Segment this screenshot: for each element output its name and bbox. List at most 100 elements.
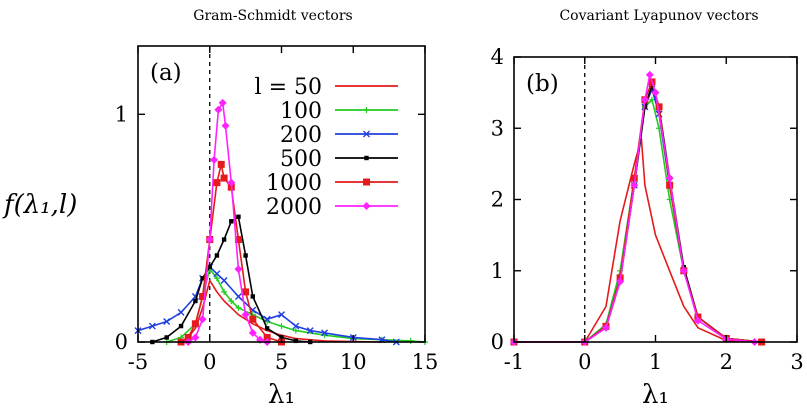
series-2000: [184, 98, 272, 346]
data-point: [221, 288, 228, 295]
y-tick-label: 0: [115, 330, 128, 354]
data-point: [243, 253, 248, 258]
x-axis-label: λ₁: [268, 380, 295, 410]
data-point: [292, 327, 299, 334]
data-point: [630, 181, 639, 190]
panel-a: Gram-Schmidt vectors-5 0 5 10 1501(a)λ₁f(λ₁,…: [2, 8, 438, 410]
panel-label: (b): [526, 71, 559, 97]
data-point: [263, 315, 271, 323]
y-tick-label: 4: [491, 45, 504, 69]
data-point: [213, 270, 221, 278]
legend-label: 2000: [266, 195, 322, 220]
data-point: [693, 316, 702, 325]
data-point: [362, 202, 371, 210]
series-50: [514, 138, 762, 343]
data-point: [198, 315, 207, 324]
data-point: [264, 326, 270, 331]
series-200: [510, 85, 766, 346]
data-point: [249, 315, 257, 323]
data-point: [642, 104, 648, 110]
data-point: [214, 253, 220, 258]
x-tick-label: 1: [649, 350, 662, 374]
y-tick-label: 1: [491, 259, 504, 283]
data-point: [363, 178, 370, 186]
data-point: [306, 327, 314, 335]
data-point: [248, 328, 257, 337]
data-point: [163, 318, 171, 326]
data-point: [236, 214, 241, 219]
x-tick-label: -5: [128, 350, 148, 374]
legend-label: l = 50: [255, 75, 322, 100]
data-point: [321, 329, 329, 337]
series-2000: [510, 70, 759, 346]
data-point: [234, 236, 242, 244]
series-line: [514, 138, 762, 343]
chart-title: Gram-Schmidt vectors: [193, 8, 352, 24]
data-point: [218, 98, 227, 107]
legend-label: 100: [280, 99, 322, 124]
data-point: [191, 333, 200, 342]
data-point: [148, 322, 156, 330]
data-point: [193, 298, 198, 304]
data-point: [292, 322, 300, 330]
data-point: [221, 121, 230, 130]
legend-label: 1000: [266, 171, 322, 196]
x-tick-label: 3: [790, 350, 803, 374]
y-tick-label: 2: [491, 188, 504, 212]
data-point: [199, 292, 207, 300]
chart-title: Covariant Lyapunov vectors: [559, 8, 758, 24]
y-axis-label: f(λ₁,l): [2, 190, 77, 220]
data-point: [184, 333, 192, 341]
data-point: [205, 235, 214, 244]
data-point: [228, 298, 235, 305]
data-point: [221, 237, 227, 242]
data-point: [649, 83, 655, 88]
series-line: [514, 99, 762, 343]
data-point: [220, 277, 228, 285]
data-point: [234, 292, 242, 300]
panel-label: (a): [150, 60, 182, 86]
data-point: [640, 95, 649, 104]
series-line: [514, 81, 762, 343]
series-group: [134, 98, 428, 346]
x-tick-label: -1: [504, 350, 524, 374]
data-point: [214, 105, 223, 114]
data-point: [191, 320, 199, 328]
data-point: [407, 337, 414, 344]
data-point: [293, 338, 299, 344]
x-tick-label: 5: [275, 350, 288, 374]
data-point: [200, 276, 205, 281]
data-point: [679, 266, 688, 275]
data-point: [213, 275, 220, 282]
x-tick-label: 2: [720, 350, 733, 374]
x-tick-label: 15: [412, 350, 439, 374]
data-point: [648, 96, 655, 103]
data-point: [655, 103, 663, 111]
data-point: [665, 174, 674, 183]
data-point: [220, 174, 228, 182]
data-point: [213, 179, 221, 187]
series-line: [514, 84, 762, 343]
series-line: [514, 88, 762, 343]
series-group: [510, 70, 766, 346]
series-line: [514, 74, 755, 343]
series-500: [150, 214, 313, 345]
data-point: [263, 333, 271, 341]
data-point: [242, 288, 250, 296]
data-point: [364, 155, 369, 161]
data-point: [651, 88, 660, 97]
data-point: [666, 181, 674, 189]
legend-label: 500: [280, 147, 322, 172]
data-point: [207, 264, 212, 270]
data-point: [363, 107, 370, 113]
data-point: [241, 310, 250, 319]
y-tick-label: 3: [491, 116, 504, 140]
series-200: [134, 263, 400, 346]
x-tick-label: 0: [578, 350, 591, 374]
series-line: [180, 163, 282, 343]
data-point: [363, 130, 370, 138]
data-point: [278, 323, 285, 330]
data-point: [601, 323, 610, 332]
series-1000: [510, 78, 766, 346]
